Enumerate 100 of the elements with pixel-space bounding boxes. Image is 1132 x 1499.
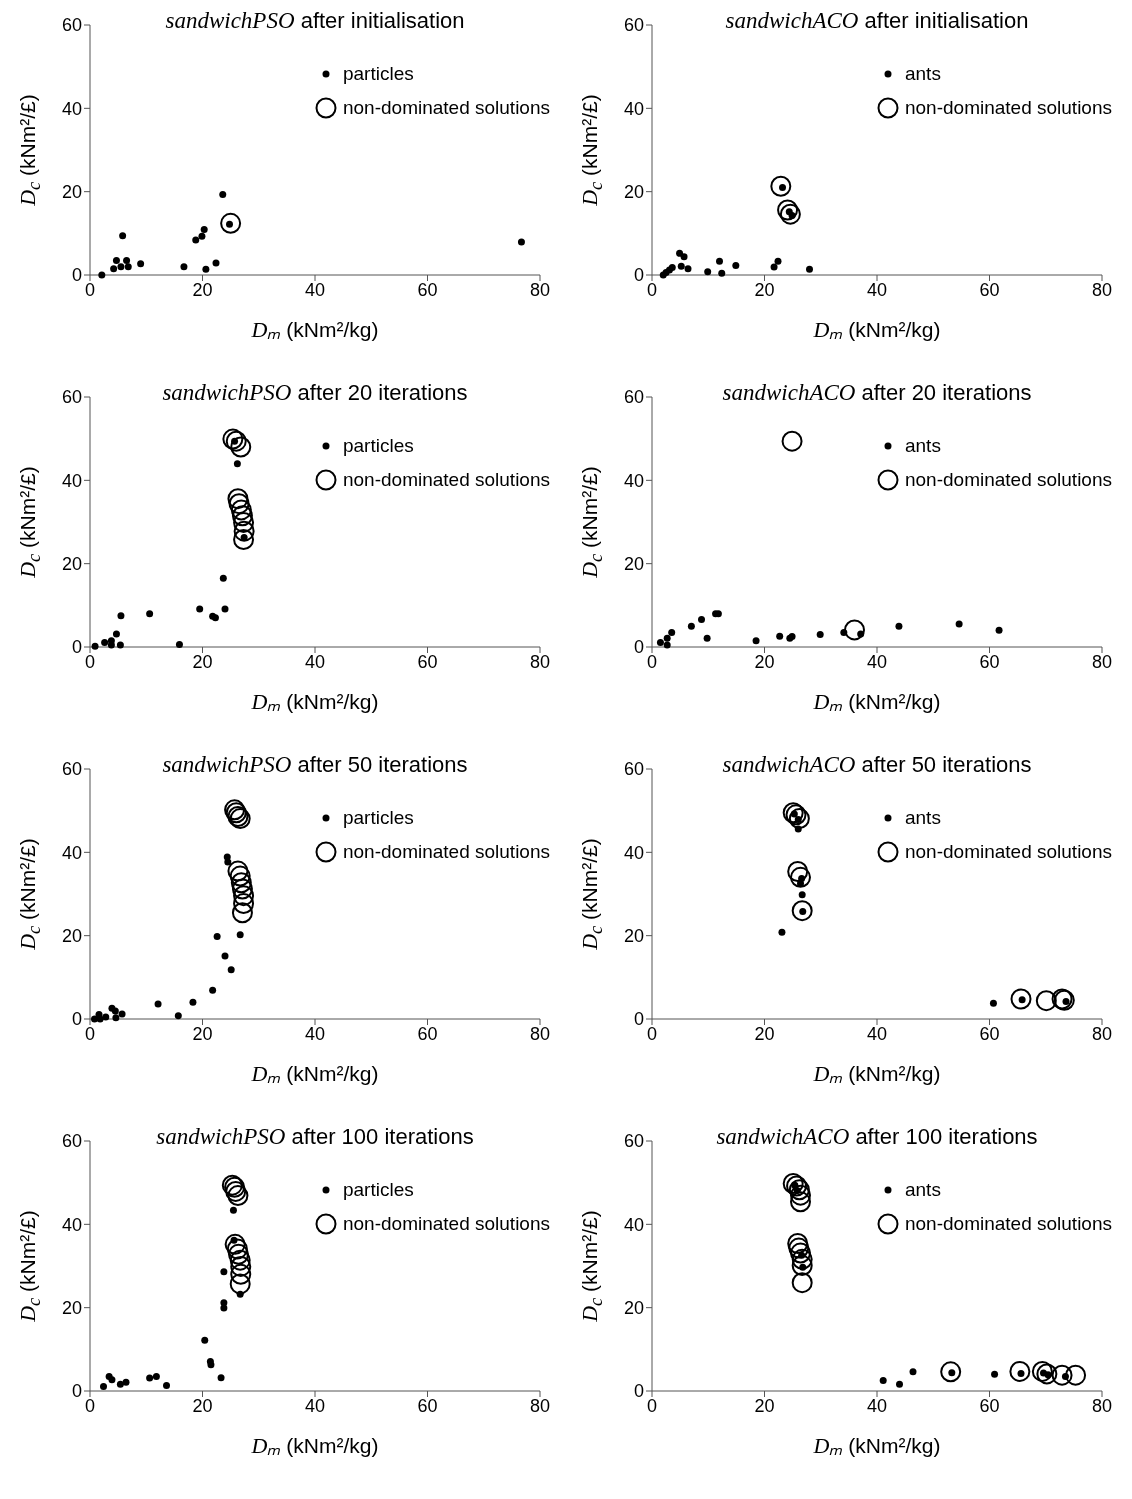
x-tick-label: 40 [866,651,888,672]
x-tick-label: 20 [192,1023,213,1044]
legend-label: particles [342,1179,414,1201]
x-tick-label: 60 [979,279,1000,300]
y-tick-label: 40 [623,1214,644,1235]
y-tick-label: 40 [623,470,644,491]
x-tick-label: 20 [192,651,213,672]
x-tick-label: 40 [866,279,888,300]
chart-title: sandwichPSO after initialisation [165,8,465,33]
y-tick-label: 20 [61,554,82,575]
y-tick-label: 20 [623,1298,644,1319]
x-tick-label: 80 [529,1395,551,1416]
x-tick-label: 80 [1091,1023,1113,1044]
x-tick-label: 20 [754,1023,775,1044]
chart-title: sandwichACO after initialisation [725,8,1029,33]
y-tick-label: 60 [61,1131,82,1152]
x-tick-label: 60 [979,1023,1000,1044]
legend-label: non-dominated solutions [342,1213,550,1235]
y-tick-label: 20 [623,926,644,947]
legend-label: ants [904,1179,941,1201]
x-tick-label: 40 [304,279,326,300]
y-tick-label: 0 [633,265,644,286]
chart-title: sandwichACO after 50 iterations [722,752,1032,777]
chart-title: sandwichACO after 100 iterations [716,1124,1038,1149]
x-tick-label: 40 [304,651,326,672]
legend-label: non-dominated solutions [904,1213,1112,1235]
y-tick-label: 40 [61,842,82,863]
x-tick-label: 80 [1091,1395,1113,1416]
x-tick-label: 0 [646,651,658,672]
x-tick-label: 20 [754,651,775,672]
x-axis-title: Dₘ (kNm²/kg) [813,317,941,342]
y-tick-label: 0 [71,1381,82,1402]
y-tick-label: 60 [61,759,82,780]
x-tick-label: 20 [754,279,775,300]
y-tick-label: 20 [623,554,644,575]
x-tick-label: 40 [304,1395,326,1416]
x-tick-label: 60 [979,1395,1000,1416]
y-tick-label: 60 [623,15,644,36]
x-tick-label: 60 [417,1023,438,1044]
legend-label: particles [342,63,414,85]
x-tick-label: 60 [417,1395,438,1416]
x-axis-title: Dₘ (kNm²/kg) [251,317,379,342]
legend-label: non-dominated solutions [904,469,1112,491]
x-tick-label: 60 [417,651,438,672]
y-tick-label: 40 [61,470,82,491]
y-tick-label: 60 [61,15,82,36]
x-tick-label: 60 [417,279,438,300]
x-tick-label: 40 [304,1023,326,1044]
x-tick-label: 40 [866,1395,888,1416]
x-axis-title: Dₘ (kNm²/kg) [251,689,379,714]
legend-label: non-dominated solutions [342,841,550,863]
x-tick-label: 0 [84,1395,96,1416]
legend-label: non-dominated solutions [342,97,550,119]
x-tick-label: 20 [754,1395,775,1416]
x-tick-label: 40 [866,1023,888,1044]
y-tick-label: 0 [71,1009,82,1030]
x-tick-label: 80 [529,1023,551,1044]
x-tick-label: 20 [192,279,213,300]
x-tick-label: 80 [1091,651,1113,672]
y-tick-label: 0 [71,265,82,286]
y-tick-label: 20 [61,182,82,203]
chart-title: sandwichPSO after 50 iterations [162,752,468,777]
legend-label: ants [904,435,941,457]
x-axis-title: Dₘ (kNm²/kg) [813,1061,941,1086]
legend-label: ants [904,63,941,85]
x-axis-title: Dₘ (kNm²/kg) [251,1061,379,1086]
y-tick-label: 60 [61,387,82,408]
y-tick-label: 60 [623,1131,644,1152]
legend-label: non-dominated solutions [904,97,1112,119]
x-tick-label: 20 [192,1395,213,1416]
legend-label: particles [342,435,414,457]
x-tick-label: 0 [84,279,96,300]
x-axis-title: Dₘ (kNm²/kg) [813,1433,941,1458]
legend-label: ants [904,807,941,829]
y-tick-label: 60 [623,759,644,780]
y-tick-label: 60 [623,387,644,408]
y-tick-label: 0 [633,1009,644,1030]
y-tick-label: 0 [633,1381,644,1402]
x-tick-label: 0 [646,279,658,300]
legend-label: non-dominated solutions [342,469,550,491]
y-tick-label: 0 [633,637,644,658]
y-tick-label: 20 [61,1298,82,1319]
x-axis-title: Dₘ (kNm²/kg) [251,1433,379,1458]
x-tick-label: 0 [84,651,96,672]
chart-title: sandwichPSO after 20 iterations [162,380,468,405]
y-tick-label: 0 [71,637,82,658]
x-tick-label: 80 [1091,279,1113,300]
chart-title: sandwichPSO after 100 iterations [156,1124,474,1149]
x-tick-label: 60 [979,651,1000,672]
y-tick-label: 20 [61,926,82,947]
y-tick-label: 40 [623,98,644,119]
chart-title: sandwichACO after 20 iterations [722,380,1032,405]
legend-label: particles [342,807,414,829]
y-tick-label: 40 [623,842,644,863]
x-tick-label: 80 [529,279,551,300]
x-tick-label: 80 [529,651,551,672]
x-tick-label: 0 [84,1023,96,1044]
legend-label: non-dominated solutions [904,841,1112,863]
x-tick-label: 0 [646,1395,658,1416]
x-tick-label: 0 [646,1023,658,1044]
